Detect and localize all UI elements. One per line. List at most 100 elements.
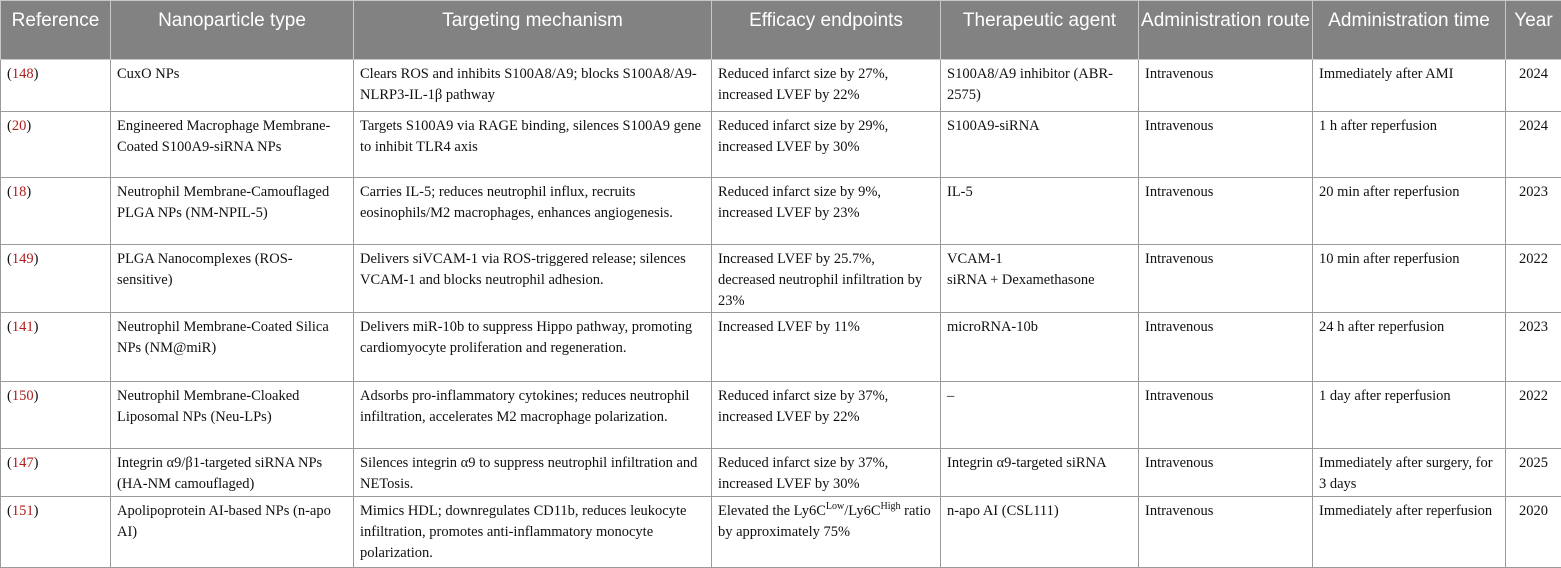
year-cell: 2023 [1506,178,1561,245]
year-cell: 2024 [1506,60,1561,112]
table-cell: Adsorbs pro-inflammatory cytokines; redu… [354,382,712,449]
text-part: ) [34,319,39,335]
table-cell: S100A8/A9 inhibitor (ABR-2575) [941,60,1139,112]
table-cell: Intravenous [1139,313,1313,382]
table-cell: PLGA Nanocomplexes (ROS-sensitive) [111,245,354,313]
table-cell: Engineered Macrophage Membrane-Coated S1… [111,112,354,178]
reference-number: 141 [12,319,34,335]
year-cell: 2022 [1506,245,1561,313]
table-cell: Immediately after reperfusion [1313,497,1506,568]
table-cell: Reduced infarct size by 9%, increased LV… [712,178,941,245]
table-row: (20)Engineered Macrophage Membrane-Coate… [1,112,1561,178]
text-part: ) [34,388,39,404]
table-cell: Clears ROS and inhibits S100A8/A9; block… [354,60,712,112]
table-cell: Delivers miR-10b to suppress Hippo pathw… [354,313,712,382]
table-cell: – [941,382,1139,449]
table-cell: Reduced infarct size by 29%, increased L… [712,112,941,178]
year-cell: 2025 [1506,449,1561,497]
reference-cell: (150) [1,382,111,449]
text-part: ) [26,184,31,200]
table-cell: Integrin α9-targeted siRNA [941,449,1139,497]
table-cell: Carries IL-5; reduces neutrophil influx,… [354,178,712,245]
table-cell: n-apo AI (CSL111) [941,497,1139,568]
table-cell: Intravenous [1139,245,1313,313]
table-cell: 1 h after reperfusion [1313,112,1506,178]
table-cell: Mimics HDL; downregulates CD11b, reduces… [354,497,712,568]
table-cell: Neutrophil Membrane-Camouflaged PLGA NPs… [111,178,354,245]
reference-cell: (141) [1,313,111,382]
table-cell: Intravenous [1139,382,1313,449]
reference-cell: (20) [1,112,111,178]
reference-number: 148 [12,66,34,82]
year-cell: 2024 [1506,112,1561,178]
reference-number: 149 [12,251,34,267]
table-cell: VCAM-1 siRNA + Dexamethasone [941,245,1139,313]
table-cell: Targets S100A9 via RAGE binding, silence… [354,112,712,178]
table-row: (18)Neutrophil Membrane-Camouflaged PLGA… [1,178,1561,245]
table-cell: Reduced infarct size by 37%, increased L… [712,382,941,449]
column-header: Nanoparticle type [111,1,354,60]
text-part: ) [34,251,39,267]
reference-number: 151 [12,503,34,519]
table-cell: Intravenous [1139,112,1313,178]
table-cell: Reduced infarct size by 27%, increased L… [712,60,941,112]
table-cell: Intravenous [1139,178,1313,245]
table-cell: Apolipoprotein AI-based NPs (n-apo AI) [111,497,354,568]
column-header: Therapeutic agent [941,1,1139,60]
column-header: Administration time [1313,1,1506,60]
table-cell: 10 min after reperfusion [1313,245,1506,313]
table-cell: Integrin α9/β1-targeted siRNA NPs (HA-NM… [111,449,354,497]
reference-cell: (151) [1,497,111,568]
table-cell: Elevated the Ly6CLow/Ly6CHigh ratio by a… [712,497,941,568]
table-cell: Intravenous [1139,449,1313,497]
table-cell: Immediately after AMI [1313,60,1506,112]
table-row: (149)PLGA Nanocomplexes (ROS-sensitive)D… [1,245,1561,313]
superscript: High [881,501,901,512]
reference-cell: (149) [1,245,111,313]
table-row: (141)Neutrophil Membrane-Coated Silica N… [1,313,1561,382]
year-cell: 2023 [1506,313,1561,382]
text-part: Elevated the Ly6C [718,503,826,519]
column-header: Year [1506,1,1561,60]
table-cell: Neutrophil Membrane-Cloaked Liposomal NP… [111,382,354,449]
table-cell: Silences integrin α9 to suppress neutrop… [354,449,712,497]
reference-number: 18 [12,184,27,200]
text-part: ) [34,455,39,471]
text-part: ) [34,503,39,519]
reference-number: 147 [12,455,34,471]
reference-cell: (148) [1,60,111,112]
table-cell: 1 day after reperfusion [1313,382,1506,449]
reference-cell: (18) [1,178,111,245]
year-cell: 2022 [1506,382,1561,449]
reference-number: 20 [12,118,27,134]
table-cell: 24 h after reperfusion [1313,313,1506,382]
table-row: (147)Integrin α9/β1-targeted siRNA NPs (… [1,449,1561,497]
table-cell: Increased LVEF by 11% [712,313,941,382]
text-part: /Ly6C [844,503,880,519]
column-header: Targeting mechanism [354,1,712,60]
table-cell: Reduced infarct size by 37%, increased L… [712,449,941,497]
reference-cell: (147) [1,449,111,497]
table-cell: S100A9-siRNA [941,112,1139,178]
text-part: ) [26,118,31,134]
table-cell: microRNA-10b [941,313,1139,382]
reference-number: 150 [12,388,34,404]
table-row: (151)Apolipoprotein AI-based NPs (n-apo … [1,497,1561,568]
year-cell: 2020 [1506,497,1561,568]
table-cell: CuxO NPs [111,60,354,112]
table-cell: Immediately after surgery, for 3 days [1313,449,1506,497]
table-cell: Intravenous [1139,60,1313,112]
text-part: ) [34,66,39,82]
table-cell: Increased LVEF by 25.7%, decreased neutr… [712,245,941,313]
table-cell: 20 min after reperfusion [1313,178,1506,245]
table-cell: Intravenous [1139,497,1313,568]
table-cell: Neutrophil Membrane-Coated Silica NPs (N… [111,313,354,382]
table-row: (150)Neutrophil Membrane-Cloaked Liposom… [1,382,1561,449]
column-header: Administration route [1139,1,1313,60]
table-cell: Delivers siVCAM-1 via ROS-triggered rele… [354,245,712,313]
superscript: Low [826,501,844,512]
